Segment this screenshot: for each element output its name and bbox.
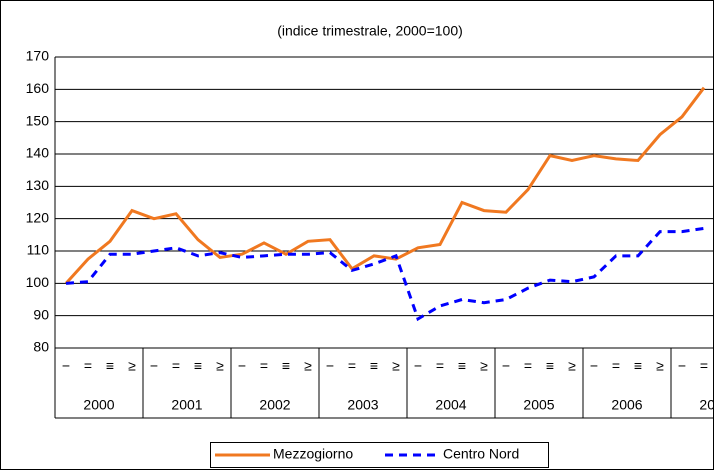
x-tick-label: −: [678, 358, 686, 374]
x-tick-label: ≡: [282, 358, 290, 374]
y-tick-label: 170: [26, 48, 50, 64]
y-tick-label: 110: [27, 242, 50, 258]
x-tick-label: =: [84, 358, 92, 374]
y-tick-label: 100: [26, 274, 50, 290]
x-tick-label: ≥: [216, 358, 224, 374]
legend-label: Centro Nord: [443, 446, 519, 462]
x-tick-label: −: [150, 358, 158, 374]
y-tick-label: 140: [26, 145, 50, 161]
x-tick-label: ≥: [128, 358, 136, 374]
x-tick-label: ≥: [568, 358, 576, 374]
legend-label: Mezzogiorno: [273, 446, 353, 462]
year-label: 2007: [699, 397, 714, 413]
x-tick-label: −: [238, 358, 246, 374]
year-label: 2002: [259, 397, 290, 413]
x-tick-label: ≥: [656, 358, 664, 374]
x-tick-label: =: [700, 358, 708, 374]
x-tick-label: ≡: [106, 358, 114, 374]
y-tick-label: 160: [26, 80, 50, 96]
y-tick-label: 80: [33, 339, 49, 355]
y-tick-label: 120: [26, 209, 50, 225]
x-tick-label: ≥: [480, 358, 488, 374]
x-tick-label: =: [524, 358, 532, 374]
year-label: 2005: [523, 397, 554, 413]
x-tick-label: −: [590, 358, 598, 374]
x-tick-label: ≡: [458, 358, 466, 374]
year-label: 2000: [83, 397, 114, 413]
x-tick-label: ≡: [634, 358, 642, 374]
chart-title: (indice trimestrale, 2000=100): [277, 23, 463, 39]
x-tick-label: =: [172, 358, 180, 374]
x-tick-label: =: [348, 358, 356, 374]
series-line: [64, 86, 706, 285]
x-tick-label: =: [612, 358, 620, 374]
x-tick-label: −: [414, 358, 422, 374]
year-label: 2006: [611, 397, 642, 413]
x-tick-label: ≡: [546, 358, 554, 374]
y-tick-label: 90: [33, 306, 49, 322]
x-tick-label: −: [62, 358, 70, 374]
x-tick-label: −: [326, 358, 334, 374]
series-line: [65, 226, 705, 322]
x-tick-label: =: [436, 358, 444, 374]
x-tick-label: ≥: [392, 358, 400, 374]
x-tick-label: ≡: [370, 358, 378, 374]
x-tick-label: =: [260, 358, 268, 374]
year-label: 2001: [171, 397, 202, 413]
x-tick-label: −: [502, 358, 510, 374]
year-label: 2004: [435, 397, 466, 413]
y-tick-label: 150: [26, 112, 50, 128]
x-tick-label: ≡: [194, 358, 202, 374]
y-tick-label: 130: [26, 177, 50, 193]
year-label: 2003: [347, 397, 378, 413]
x-tick-label: ≥: [304, 358, 312, 374]
